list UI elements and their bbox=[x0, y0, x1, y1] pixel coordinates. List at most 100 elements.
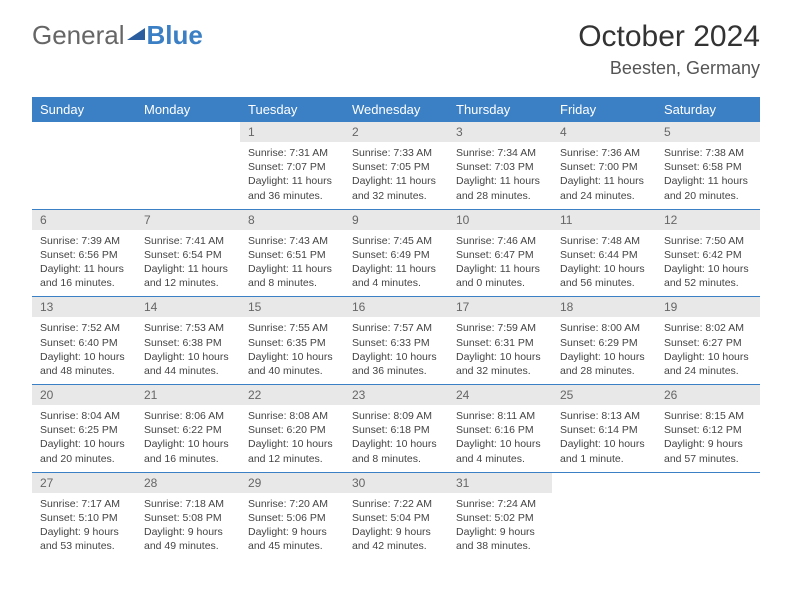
sunrise-text: Sunrise: 7:31 AM bbox=[248, 146, 336, 160]
logo-text-2: Blue bbox=[147, 20, 203, 51]
sunset-text: Sunset: 6:31 PM bbox=[456, 336, 544, 350]
day-content: Sunrise: 7:41 AMSunset: 6:54 PMDaylight:… bbox=[136, 230, 240, 297]
triangle-icon bbox=[127, 20, 145, 51]
day-header: Thursday bbox=[448, 97, 552, 122]
day-number: 7 bbox=[136, 210, 240, 230]
calendar-cell bbox=[32, 122, 136, 209]
daylight-text: Daylight: 10 hours and 1 minute. bbox=[560, 437, 648, 465]
day-header: Monday bbox=[136, 97, 240, 122]
sunrise-text: Sunrise: 7:17 AM bbox=[40, 497, 128, 511]
day-content: Sunrise: 7:31 AMSunset: 7:07 PMDaylight:… bbox=[240, 142, 344, 209]
sunset-text: Sunset: 7:07 PM bbox=[248, 160, 336, 174]
calendar-table: SundayMondayTuesdayWednesdayThursdayFrid… bbox=[32, 97, 760, 559]
sunrise-text: Sunrise: 7:48 AM bbox=[560, 234, 648, 248]
sunset-text: Sunset: 6:29 PM bbox=[560, 336, 648, 350]
day-number: 29 bbox=[240, 473, 344, 493]
calendar-cell: 18Sunrise: 8:00 AMSunset: 6:29 PMDayligh… bbox=[552, 297, 656, 385]
day-content: Sunrise: 7:24 AMSunset: 5:02 PMDaylight:… bbox=[448, 493, 552, 560]
day-content: Sunrise: 8:04 AMSunset: 6:25 PMDaylight:… bbox=[32, 405, 136, 472]
sunrise-text: Sunrise: 7:34 AM bbox=[456, 146, 544, 160]
day-number: 4 bbox=[552, 122, 656, 142]
calendar-cell: 8Sunrise: 7:43 AMSunset: 6:51 PMDaylight… bbox=[240, 209, 344, 297]
logo: General Blue bbox=[32, 20, 203, 51]
day-content: Sunrise: 7:46 AMSunset: 6:47 PMDaylight:… bbox=[448, 230, 552, 297]
day-number: 6 bbox=[32, 210, 136, 230]
sunset-text: Sunset: 6:56 PM bbox=[40, 248, 128, 262]
location: Beesten, Germany bbox=[578, 58, 760, 79]
calendar-row: 1Sunrise: 7:31 AMSunset: 7:07 PMDaylight… bbox=[32, 122, 760, 209]
daylight-text: Daylight: 10 hours and 28 minutes. bbox=[560, 350, 648, 378]
day-content: Sunrise: 7:34 AMSunset: 7:03 PMDaylight:… bbox=[448, 142, 552, 209]
calendar-cell: 3Sunrise: 7:34 AMSunset: 7:03 PMDaylight… bbox=[448, 122, 552, 209]
sunrise-text: Sunrise: 7:45 AM bbox=[352, 234, 440, 248]
day-content: Sunrise: 8:09 AMSunset: 6:18 PMDaylight:… bbox=[344, 405, 448, 472]
day-content: Sunrise: 7:53 AMSunset: 6:38 PMDaylight:… bbox=[136, 317, 240, 384]
calendar-cell: 4Sunrise: 7:36 AMSunset: 7:00 PMDaylight… bbox=[552, 122, 656, 209]
daylight-text: Daylight: 10 hours and 24 minutes. bbox=[664, 350, 752, 378]
calendar-cell bbox=[136, 122, 240, 209]
day-number: 15 bbox=[240, 297, 344, 317]
sunset-text: Sunset: 6:27 PM bbox=[664, 336, 752, 350]
calendar-cell bbox=[552, 472, 656, 559]
day-content: Sunrise: 8:08 AMSunset: 6:20 PMDaylight:… bbox=[240, 405, 344, 472]
calendar-row: 13Sunrise: 7:52 AMSunset: 6:40 PMDayligh… bbox=[32, 297, 760, 385]
sunset-text: Sunset: 5:06 PM bbox=[248, 511, 336, 525]
day-number: 1 bbox=[240, 122, 344, 142]
calendar-row: 6Sunrise: 7:39 AMSunset: 6:56 PMDaylight… bbox=[32, 209, 760, 297]
calendar-cell: 27Sunrise: 7:17 AMSunset: 5:10 PMDayligh… bbox=[32, 472, 136, 559]
sunset-text: Sunset: 6:25 PM bbox=[40, 423, 128, 437]
sunrise-text: Sunrise: 7:55 AM bbox=[248, 321, 336, 335]
calendar-cell: 17Sunrise: 7:59 AMSunset: 6:31 PMDayligh… bbox=[448, 297, 552, 385]
header: General Blue October 2024 Beesten, Germa… bbox=[32, 20, 760, 79]
day-content: Sunrise: 7:52 AMSunset: 6:40 PMDaylight:… bbox=[32, 317, 136, 384]
daylight-text: Daylight: 9 hours and 57 minutes. bbox=[664, 437, 752, 465]
sunrise-text: Sunrise: 8:15 AM bbox=[664, 409, 752, 423]
day-content: Sunrise: 7:18 AMSunset: 5:08 PMDaylight:… bbox=[136, 493, 240, 560]
day-content: Sunrise: 7:17 AMSunset: 5:10 PMDaylight:… bbox=[32, 493, 136, 560]
day-number: 16 bbox=[344, 297, 448, 317]
day-content: Sunrise: 7:45 AMSunset: 6:49 PMDaylight:… bbox=[344, 230, 448, 297]
sunset-text: Sunset: 6:12 PM bbox=[664, 423, 752, 437]
daylight-text: Daylight: 9 hours and 45 minutes. bbox=[248, 525, 336, 553]
daylight-text: Daylight: 11 hours and 36 minutes. bbox=[248, 174, 336, 202]
sunset-text: Sunset: 5:10 PM bbox=[40, 511, 128, 525]
calendar-cell: 29Sunrise: 7:20 AMSunset: 5:06 PMDayligh… bbox=[240, 472, 344, 559]
calendar-cell: 1Sunrise: 7:31 AMSunset: 7:07 PMDaylight… bbox=[240, 122, 344, 209]
calendar-cell: 6Sunrise: 7:39 AMSunset: 6:56 PMDaylight… bbox=[32, 209, 136, 297]
sunset-text: Sunset: 6:40 PM bbox=[40, 336, 128, 350]
sunset-text: Sunset: 6:16 PM bbox=[456, 423, 544, 437]
daylight-text: Daylight: 10 hours and 48 minutes. bbox=[40, 350, 128, 378]
day-content: Sunrise: 7:48 AMSunset: 6:44 PMDaylight:… bbox=[552, 230, 656, 297]
sunrise-text: Sunrise: 8:08 AM bbox=[248, 409, 336, 423]
day-number: 19 bbox=[656, 297, 760, 317]
sunrise-text: Sunrise: 7:52 AM bbox=[40, 321, 128, 335]
daylight-text: Daylight: 9 hours and 38 minutes. bbox=[456, 525, 544, 553]
day-content: Sunrise: 7:20 AMSunset: 5:06 PMDaylight:… bbox=[240, 493, 344, 560]
calendar-cell: 28Sunrise: 7:18 AMSunset: 5:08 PMDayligh… bbox=[136, 472, 240, 559]
day-content: Sunrise: 7:59 AMSunset: 6:31 PMDaylight:… bbox=[448, 317, 552, 384]
sunrise-text: Sunrise: 8:13 AM bbox=[560, 409, 648, 423]
day-number: 20 bbox=[32, 385, 136, 405]
sunrise-text: Sunrise: 8:04 AM bbox=[40, 409, 128, 423]
day-content: Sunrise: 7:57 AMSunset: 6:33 PMDaylight:… bbox=[344, 317, 448, 384]
day-number: 25 bbox=[552, 385, 656, 405]
sunrise-text: Sunrise: 8:09 AM bbox=[352, 409, 440, 423]
day-number: 30 bbox=[344, 473, 448, 493]
month-title: October 2024 bbox=[578, 20, 760, 54]
day-number: 5 bbox=[656, 122, 760, 142]
sunset-text: Sunset: 6:54 PM bbox=[144, 248, 232, 262]
calendar-cell bbox=[656, 472, 760, 559]
sunset-text: Sunset: 6:20 PM bbox=[248, 423, 336, 437]
calendar-row: 20Sunrise: 8:04 AMSunset: 6:25 PMDayligh… bbox=[32, 385, 760, 473]
daylight-text: Daylight: 10 hours and 16 minutes. bbox=[144, 437, 232, 465]
daylight-text: Daylight: 11 hours and 32 minutes. bbox=[352, 174, 440, 202]
day-number: 24 bbox=[448, 385, 552, 405]
day-content: Sunrise: 8:00 AMSunset: 6:29 PMDaylight:… bbox=[552, 317, 656, 384]
calendar-cell: 31Sunrise: 7:24 AMSunset: 5:02 PMDayligh… bbox=[448, 472, 552, 559]
day-number: 8 bbox=[240, 210, 344, 230]
sunset-text: Sunset: 6:14 PM bbox=[560, 423, 648, 437]
sunset-text: Sunset: 6:38 PM bbox=[144, 336, 232, 350]
daylight-text: Daylight: 10 hours and 32 minutes. bbox=[456, 350, 544, 378]
sunrise-text: Sunrise: 7:22 AM bbox=[352, 497, 440, 511]
day-content: Sunrise: 8:13 AMSunset: 6:14 PMDaylight:… bbox=[552, 405, 656, 472]
